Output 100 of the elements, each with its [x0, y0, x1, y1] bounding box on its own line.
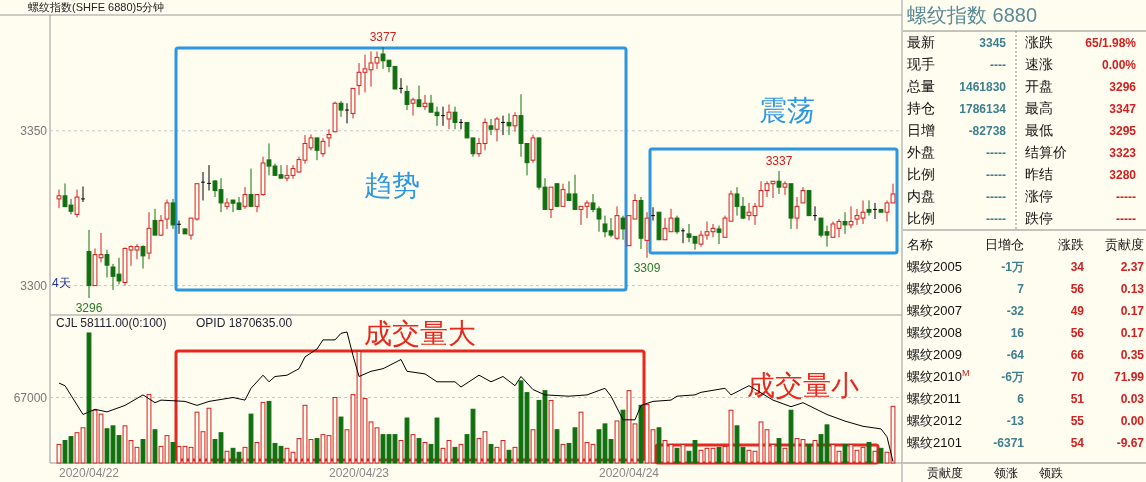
candlestick [326, 128, 332, 148]
candlestick [176, 220, 182, 235]
candlestick [458, 118, 464, 130]
annotation: 震荡 [759, 95, 815, 126]
text: 0.03 [1120, 392, 1145, 406]
text: 最低 [1025, 122, 1053, 138]
text: 70 [1070, 370, 1085, 384]
bar [506, 449, 512, 464]
candlestick [674, 215, 680, 235]
candlestick [404, 85, 410, 111]
candlestick [560, 183, 566, 207]
text: 0.00% [1101, 58, 1137, 72]
text: ----- [1116, 190, 1136, 204]
bar [842, 443, 848, 464]
text: -6万 [1001, 370, 1024, 384]
text: -6371 [993, 436, 1025, 450]
text: ----- [1116, 212, 1136, 226]
annotation: 成交量小 [747, 370, 859, 401]
text: 螺纹2009 [907, 347, 962, 362]
annotation: 4天 [52, 276, 71, 290]
text: 6 [1017, 392, 1025, 406]
candlestick [872, 202, 878, 220]
text: 领跌 [1039, 466, 1063, 480]
candlestick [620, 215, 626, 241]
candlestick [644, 211, 650, 259]
text: 贡献度 [927, 466, 963, 480]
candlestick [494, 116, 500, 142]
text: 总量 [906, 78, 935, 94]
candlestick [80, 186, 86, 203]
bar [410, 434, 416, 464]
candlestick [512, 111, 518, 133]
annotation: 3309 [633, 260, 661, 275]
text: 7 [1017, 282, 1025, 296]
bar [560, 443, 566, 464]
candlestick [314, 137, 320, 161]
annotation: 3296 [75, 300, 103, 315]
candlestick [104, 249, 110, 279]
text: 涨停 [1025, 188, 1053, 204]
candlestick [170, 198, 176, 230]
candlestick [776, 170, 782, 195]
text: 贡献度 [1105, 237, 1144, 252]
text: 49 [1070, 304, 1085, 318]
text: 55 [1070, 414, 1085, 428]
candlestick [716, 225, 722, 245]
text: -82738 [968, 124, 1007, 138]
bar [782, 447, 788, 464]
text: 日增 [907, 122, 935, 138]
candlestick [500, 115, 506, 136]
text: ----- [986, 190, 1006, 204]
bar [170, 441, 176, 464]
bar [242, 446, 248, 464]
candlestick [206, 164, 212, 192]
candlestick [812, 205, 818, 222]
text: 3295 [1109, 124, 1137, 138]
text: 1461830 [959, 80, 1007, 94]
bar [872, 450, 878, 464]
text: -1万 [1001, 260, 1024, 274]
candlestick [398, 77, 404, 94]
text: 名称 [907, 237, 933, 252]
candlestick [614, 205, 620, 241]
text: 螺纹2008 [907, 325, 962, 340]
candlestick [224, 197, 230, 210]
text: 3347 [1109, 102, 1137, 116]
candlestick [200, 171, 206, 201]
candlestick [56, 189, 62, 209]
bar [812, 440, 818, 464]
bar [152, 429, 158, 464]
bar [788, 409, 794, 464]
bar [512, 446, 518, 464]
text: 71.99 [1113, 370, 1145, 384]
bar [806, 443, 812, 464]
bar [140, 439, 146, 464]
text: OPID 1870635.00 [196, 316, 293, 330]
text: -9.67 [1116, 436, 1145, 450]
candlestick [320, 137, 326, 158]
bar [422, 441, 428, 464]
bar [620, 409, 626, 464]
bar [458, 443, 464, 464]
candlestick [530, 134, 536, 164]
annotation: 趋势 [364, 170, 420, 201]
candlestick [410, 97, 416, 117]
text: 0.00 [1120, 414, 1145, 428]
text: 0.35 [1120, 348, 1145, 362]
x-tick-label: 2020/04/24 [598, 466, 660, 480]
text: 螺纹2005 [907, 259, 962, 274]
annotation: 3337 [765, 154, 793, 169]
text: 现手 [907, 56, 935, 72]
text: 跌停 [1025, 210, 1053, 226]
candlestick [446, 103, 452, 130]
bar [488, 443, 494, 464]
candlestick [338, 100, 344, 118]
text: 54 [1070, 436, 1085, 450]
text: 比例 [907, 166, 935, 182]
annotation: 成交量大 [364, 318, 476, 349]
bar [638, 404, 644, 464]
text: 外盘 [907, 144, 935, 160]
y-tick-label: 67000 [13, 390, 48, 405]
bar [656, 427, 662, 464]
text: 昨结 [1025, 166, 1053, 182]
candlestick [842, 211, 848, 235]
